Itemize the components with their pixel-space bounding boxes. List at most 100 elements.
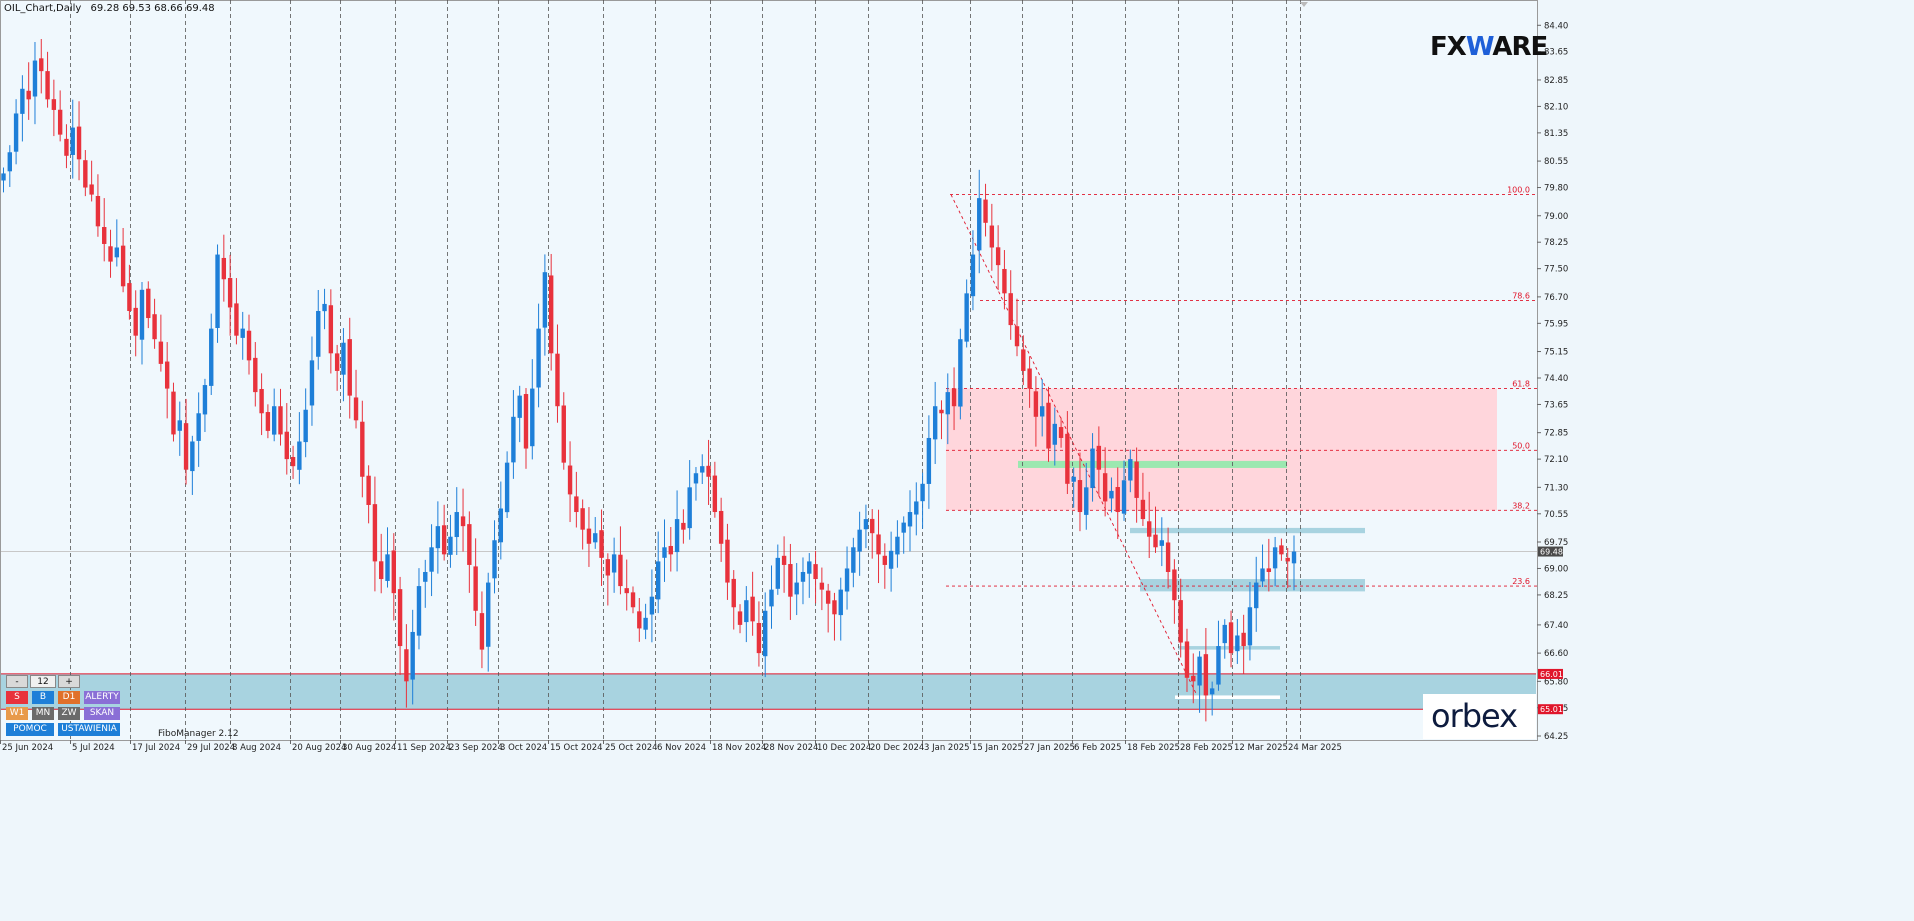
candle-body: [1266, 568, 1272, 572]
candle-body: [448, 536, 453, 555]
period-value[interactable]: 12: [30, 675, 56, 688]
candle-body: [1247, 607, 1253, 646]
candle-body: [1077, 480, 1083, 513]
candle-body: [700, 466, 705, 473]
candle-body: [83, 160, 88, 188]
x-tick-label: 27 Jan 2025: [1024, 743, 1075, 753]
candle-body: [794, 582, 799, 595]
y-tick-label: 75.95: [1544, 319, 1568, 329]
panel-button-pomoc[interactable]: POMOC: [6, 723, 54, 736]
minus-button[interactable]: -: [6, 675, 28, 688]
candle-body: [574, 496, 579, 513]
control-panel: - 12 + S B D1 ALERTY W1 MN ZW SKAN POMOC USTAWIEN…: [4, 675, 124, 739]
candle-body: [1184, 641, 1190, 678]
x-tick-label: 8 Aug 2024: [232, 743, 281, 753]
y-tick-label: 65.80: [1544, 677, 1568, 687]
candle-body: [970, 254, 976, 297]
candle-body: [435, 526, 441, 549]
fibo-label-3: 50.0: [1512, 441, 1530, 450]
candle-body: [139, 289, 145, 340]
plot-area: [0, 0, 1538, 741]
candle-body: [706, 465, 711, 477]
candle-body: [1235, 635, 1240, 652]
candle-body: [290, 457, 296, 467]
candle-body: [114, 247, 120, 258]
y-tick-label: 69.75: [1544, 538, 1568, 548]
candle-body: [120, 245, 126, 287]
panel-button-alerty[interactable]: ALERTY: [84, 691, 120, 704]
candle-body: [51, 99, 57, 110]
ohlc-values: 69.28 69.53 68.66 69.48: [90, 3, 215, 14]
candle-body: [819, 582, 825, 590]
candle-body: [593, 533, 598, 543]
candle-body: [353, 397, 359, 421]
candle-body: [1209, 688, 1215, 695]
candle-body: [687, 487, 692, 529]
y-tick-label: 69.00: [1544, 564, 1568, 574]
candle-body: [504, 462, 510, 513]
candle-body: [536, 328, 541, 388]
candle-body: [102, 227, 107, 244]
candle-body: [1121, 480, 1127, 514]
panel-button-d1[interactable]: D1: [58, 691, 80, 704]
y-tick-label: 79.80: [1544, 184, 1568, 194]
panel-button-mn[interactable]: MN: [32, 707, 54, 720]
candle-body: [341, 342, 346, 375]
candle-body: [240, 328, 245, 338]
candle-body: [479, 613, 485, 650]
candle-body: [718, 510, 724, 544]
candle-body: [108, 246, 113, 262]
panel-button-w1[interactable]: W1: [6, 707, 28, 720]
candle-body: [1165, 542, 1171, 572]
x-tick-label: 28 Feb 2025: [1180, 743, 1233, 753]
candle-body: [366, 475, 371, 505]
x-tick-label: 5 Jul 2024: [72, 743, 115, 753]
panel-button-b[interactable]: B: [32, 691, 54, 704]
candle-body: [655, 561, 661, 600]
candle-body: [958, 339, 963, 407]
y-tick-label: 72.85: [1544, 429, 1568, 439]
candle-body: [45, 71, 50, 100]
panel-button-s[interactable]: S: [6, 691, 28, 704]
y-tick-label: 70.55: [1544, 510, 1568, 520]
price-marker-box-0: [1538, 546, 1563, 557]
y-tick-label: 66.60: [1544, 649, 1568, 659]
candle-body: [246, 330, 252, 361]
candle-body: [1222, 624, 1227, 644]
candle-body: [807, 561, 812, 574]
y-tick-label: 82.10: [1544, 102, 1568, 112]
price-marker-label-1: 66.01: [1540, 670, 1563, 679]
candle-body: [259, 388, 264, 414]
candle-body: [486, 582, 491, 647]
candle-body: [611, 554, 617, 573]
panel-button-ustawienia[interactable]: USTAWIENIA: [58, 723, 120, 736]
panel-button-zw[interactable]: ZW: [58, 707, 80, 720]
candle-body: [977, 198, 982, 251]
panel-button-skan[interactable]: SKAN: [84, 707, 120, 720]
plus-button[interactable]: +: [58, 675, 80, 688]
candle-body: [725, 539, 730, 583]
candle-body: [517, 395, 522, 418]
candle-body: [731, 578, 736, 608]
candle-body: [926, 437, 932, 484]
candle-body: [920, 483, 925, 502]
candle-body: [1291, 551, 1297, 564]
candle-body: [882, 555, 888, 565]
candle-body: [234, 303, 239, 336]
candle-body: [586, 528, 592, 544]
candle-body: [995, 247, 1001, 266]
candle-body: [1090, 448, 1095, 489]
y-tick-label: 83.65: [1544, 48, 1568, 58]
x-tick-label: 6 Feb 2025: [1074, 743, 1122, 753]
candle-body: [1285, 557, 1290, 562]
candle-body: [498, 508, 504, 543]
candle-body: [618, 554, 623, 587]
candle-body: [416, 586, 422, 636]
candle-body: [1039, 406, 1045, 417]
y-tick-label: 72.10: [1544, 455, 1568, 465]
candle-body: [888, 550, 894, 569]
green-band: [1018, 460, 1287, 468]
x-tick-label: 25 Jun 2024: [2, 743, 53, 753]
candle-body: [177, 420, 182, 431]
